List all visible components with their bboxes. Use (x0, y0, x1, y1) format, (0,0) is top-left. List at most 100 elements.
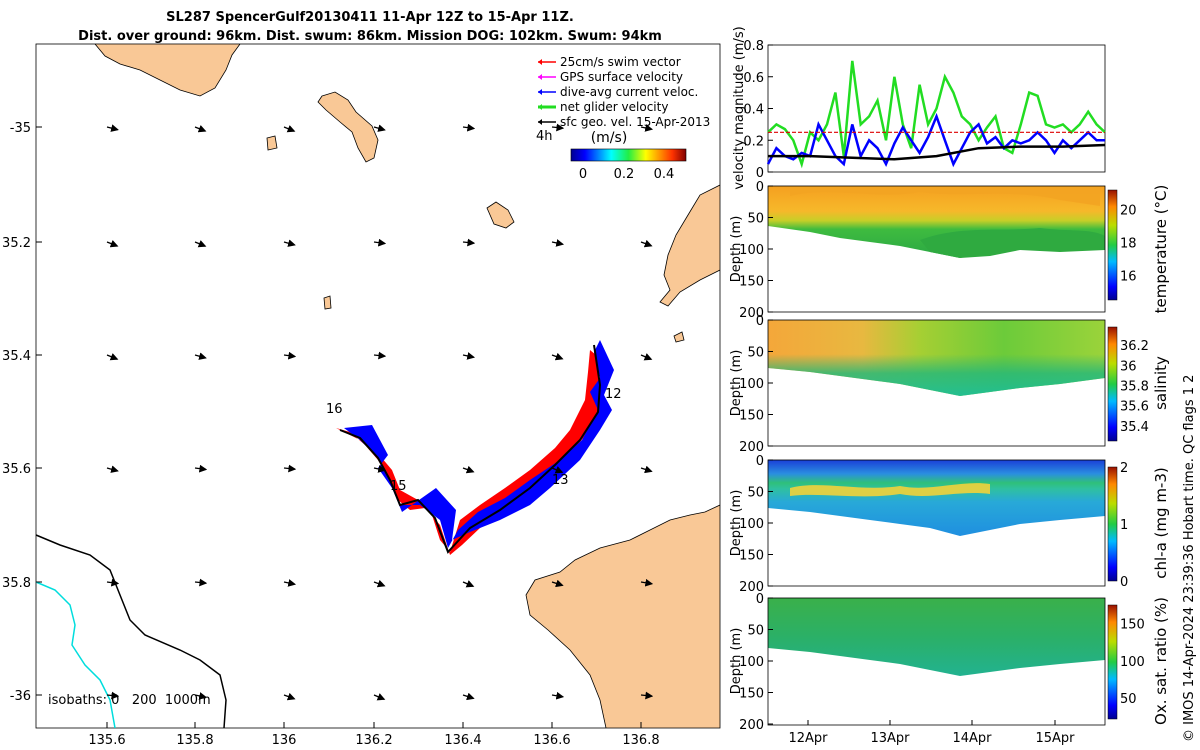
chart-title: SL287 SpencerGulf20130411 11-Apr 12Z to … (0, 8, 740, 46)
sfc-geo-arrow (106, 465, 119, 473)
sfc-geo-arrow (373, 465, 387, 473)
colorbar-tick-label: 50 (1120, 692, 1137, 707)
salinity-deep-water (768, 320, 1105, 396)
sfc-geo-arrow (106, 124, 119, 132)
colorbar-tick-label: 35.4 (1120, 420, 1149, 435)
velocity-ytick-label: 0.2 (743, 134, 764, 149)
land-top-peninsula (94, 44, 241, 97)
legend-arrowhead (538, 104, 542, 110)
chlorophyll-panel (767, 459, 1118, 587)
day-label-15: 15 (390, 479, 407, 494)
depth-axis-label: Depth (m) (729, 216, 744, 283)
land-yorke-peninsula (525, 504, 720, 728)
lon-tick-label: 136.2 (355, 733, 392, 748)
colorbar-label: temperature (°C) (1152, 185, 1170, 314)
colorbar-tick-label: 35.6 (1120, 400, 1149, 415)
legend-label: sfc geo. vel. 15-Apr-2013 (560, 115, 710, 129)
legend-label: GPS surface velocity (560, 70, 683, 84)
sfc-geo-arrow (373, 693, 386, 701)
sfc-geo-arrow (283, 239, 296, 247)
legend-arrowhead (538, 119, 542, 125)
salinity-panel (767, 319, 1118, 447)
velocity-series-line (766, 112, 1105, 168)
colorbar-tick-label: 100 (1120, 655, 1145, 670)
sfc-geo-arrow (106, 353, 119, 361)
depth-tick-label: 100 (739, 243, 764, 258)
depth-tick-label: 50 (747, 346, 764, 361)
lon-tick-label: 136.4 (444, 733, 481, 748)
velocity-ytick-label: 0.4 (743, 103, 764, 118)
sfc-geo-arrow (194, 125, 207, 133)
land-island-large (317, 91, 379, 163)
sfc-geo-arrow (373, 238, 387, 247)
colorbar-label: Ox. sat. ratio (%) (1152, 597, 1170, 725)
date-tick-label: 12Apr (788, 731, 828, 746)
sfc-geo-arrow (373, 351, 387, 360)
sfc-geo-velocity-arrows (106, 123, 654, 701)
colorbar-tick-label: 2 (1120, 461, 1128, 476)
lat-tick-label: 35.2 (2, 236, 31, 251)
depth-tick-label: 0 (756, 592, 764, 607)
colorbar-tick-label: 18 (1120, 237, 1137, 252)
sfc-geo-arrow (462, 238, 476, 247)
chlorophyll-bloom-layer (790, 483, 990, 497)
colorbar-label: salinity (1152, 356, 1170, 410)
lat-tick-label: 35.4 (2, 349, 31, 364)
sfc-geo-arrow (551, 239, 565, 247)
sfc-geo-arrow (640, 691, 654, 700)
isobath-1000-line (36, 581, 116, 728)
velocity-series-line (767, 60, 1106, 169)
sfc-geo-arrow (106, 578, 120, 587)
salinity-colorbar (1107, 326, 1118, 442)
title-line-2: Dist. over ground: 96km. Dist. swum: 86k… (78, 29, 662, 44)
depth-axis-label: Depth (m) (729, 350, 744, 417)
colorbar-tick-label: 1 (1120, 518, 1128, 533)
depth-tick-label: 100 (739, 517, 764, 532)
sfc-geo-arrow (551, 579, 564, 588)
day-label-16: 16 (326, 402, 343, 417)
colorbar-tick-2: 0.4 (654, 167, 675, 182)
date-tick-label: 13Apr (870, 731, 910, 746)
chlorophyll-colorbar (1107, 466, 1118, 582)
sfc-geo-arrow (462, 465, 475, 474)
land-east-coast (659, 184, 720, 307)
sfc-geo-arrow (551, 691, 565, 700)
temperature-warm-blotch (790, 186, 1100, 206)
colorbar-tick-label: 0 (1120, 575, 1128, 590)
sfc-geo-arrow (106, 691, 120, 700)
sfc-geo-arrow (283, 692, 296, 701)
velocity-colorbar (570, 148, 687, 162)
colorbar-tick-label: 36 (1120, 359, 1137, 374)
sfc-geo-arrow (551, 352, 564, 361)
velocity-ytick-label: 0.8 (743, 39, 764, 54)
colorbar-tick-1: 0.2 (614, 167, 635, 182)
temperature-cool-layer (920, 228, 1105, 258)
swim-vector-area (336, 350, 600, 555)
colorbar-label: chl-a (mg m-3) (1152, 467, 1170, 578)
depth-tick-label: 50 (747, 624, 764, 639)
map-axis-ticks: 135.6 135.8 136 136.2 136.4 136.6 136.8 -35 35.2… (2, 121, 660, 748)
sfc-geo-arrow (194, 692, 208, 700)
isobath-200-line (36, 534, 227, 728)
depth-tick-label: 200 (739, 440, 764, 455)
depth-axis-label: Depth (m) (729, 628, 744, 695)
velocity-ytick-label: 0 (756, 166, 764, 181)
lat-tick-label: 35.6 (2, 462, 31, 477)
land-island-small (486, 201, 515, 229)
lon-tick-label: 136.8 (622, 733, 659, 748)
colorbar-tick-0: 0 (579, 167, 587, 182)
lon-tick-label: 136 (272, 733, 297, 748)
sfc-geo-arrow (106, 240, 119, 248)
lat-tick-label: -35 (10, 121, 31, 136)
sfc-geo-arrow (373, 124, 386, 132)
land-island-tiny-2 (323, 295, 332, 310)
sfc-geo-arrow (194, 240, 207, 248)
day-label-13: 13 (552, 473, 569, 488)
sfc-geo-arrow (640, 578, 654, 587)
sfc-geo-arrow (194, 578, 208, 587)
chlorophyll-field (768, 460, 1105, 536)
velocity-series-line (768, 143, 1106, 161)
sfc-geo-arrow (462, 580, 475, 588)
